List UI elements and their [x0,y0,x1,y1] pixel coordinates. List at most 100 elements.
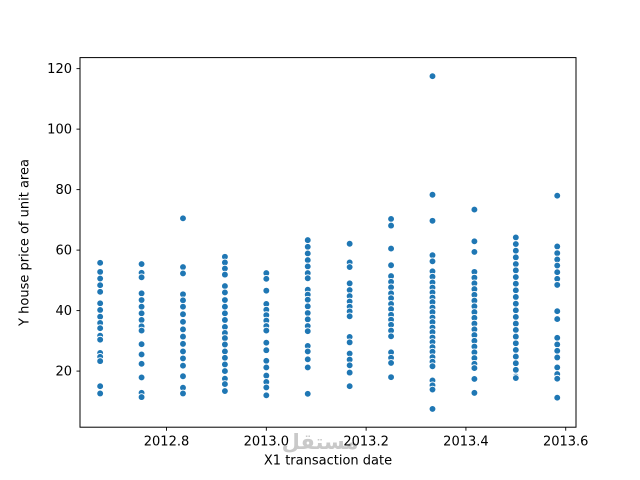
x-tick-label: 2013.0 [244,435,290,450]
data-point [262,275,271,283]
data-point [553,249,562,257]
data-point [511,313,520,321]
x-tick-label: 2013.2 [343,435,389,450]
data-point [345,239,354,248]
data-point [303,256,312,264]
data-point [221,360,229,369]
data-point [221,302,229,311]
data-point [511,273,520,281]
data-point [553,374,562,383]
data-point [179,325,187,334]
data-point [303,295,312,304]
data-point [179,372,187,381]
data-point [221,316,229,324]
data-point [387,332,395,341]
data-point [303,315,312,324]
data-point [428,216,437,225]
data-point [511,279,520,288]
data-point [137,302,146,311]
data-point [179,302,187,311]
data-point [345,338,354,347]
data-point [511,346,520,354]
data-point [303,309,312,317]
data-point [179,317,187,326]
data-point [303,355,312,364]
data-point [221,347,229,356]
data-point [470,248,479,256]
data-point [303,302,312,311]
data-point [179,263,187,271]
data-point [221,334,229,342]
data-point [179,389,187,398]
data-point [137,273,146,282]
data-point [262,363,271,372]
data-point [345,368,354,377]
data-point [96,335,105,344]
data-point [221,282,229,290]
data-point [387,221,395,230]
y-tick-label: 100 [47,123,72,138]
data-point [511,339,520,348]
data-point [221,288,229,297]
data-point [470,389,479,397]
data-point [511,240,520,248]
data-point [137,393,146,401]
y-axis-label: Y house price of unit area [18,159,33,327]
data-point [428,385,437,394]
data-point [137,296,146,304]
data-point [511,266,520,275]
data-point [511,319,520,328]
data-point [262,383,271,392]
data-point [511,233,520,242]
data-point [96,281,105,290]
y-tick-label: 60 [55,244,72,259]
watermark: مستقل [281,430,359,454]
data-point [553,393,562,402]
data-point [387,215,395,223]
data-point [137,289,146,298]
data-point [137,316,146,324]
data-point [511,306,520,315]
data-point [179,340,187,348]
data-point [137,326,146,335]
data-point [303,236,312,244]
data-point [511,253,520,262]
data-point [137,309,146,318]
data-point [553,268,562,277]
data-point [387,359,395,367]
data-point [96,324,105,333]
data-point [345,361,354,370]
data-point [96,306,105,314]
data-point [428,362,437,371]
data-point [221,270,229,279]
data-point [428,190,437,199]
data-point [553,363,562,372]
data-point [428,72,437,81]
data-point [137,359,146,368]
data-point [262,371,271,380]
data-point [179,361,187,370]
y-tick-label: 20 [55,365,72,380]
x-tick-label: 2012.8 [144,435,190,450]
data-point [553,307,562,316]
data-point [221,380,229,388]
data-point [553,346,562,355]
data-point [303,274,312,283]
data-point [179,354,187,363]
data-point [262,356,271,365]
data-point [553,191,562,200]
data-point [511,332,520,341]
data-point [470,375,479,383]
data-point [553,315,562,323]
data-point [221,367,229,375]
data-point [428,257,437,266]
data-point [553,281,562,289]
data-point [262,346,271,355]
data-point [303,249,312,258]
data-point [96,268,105,276]
data-point [303,262,312,271]
data-point [96,258,105,267]
y-tick-label: 40 [55,304,72,319]
